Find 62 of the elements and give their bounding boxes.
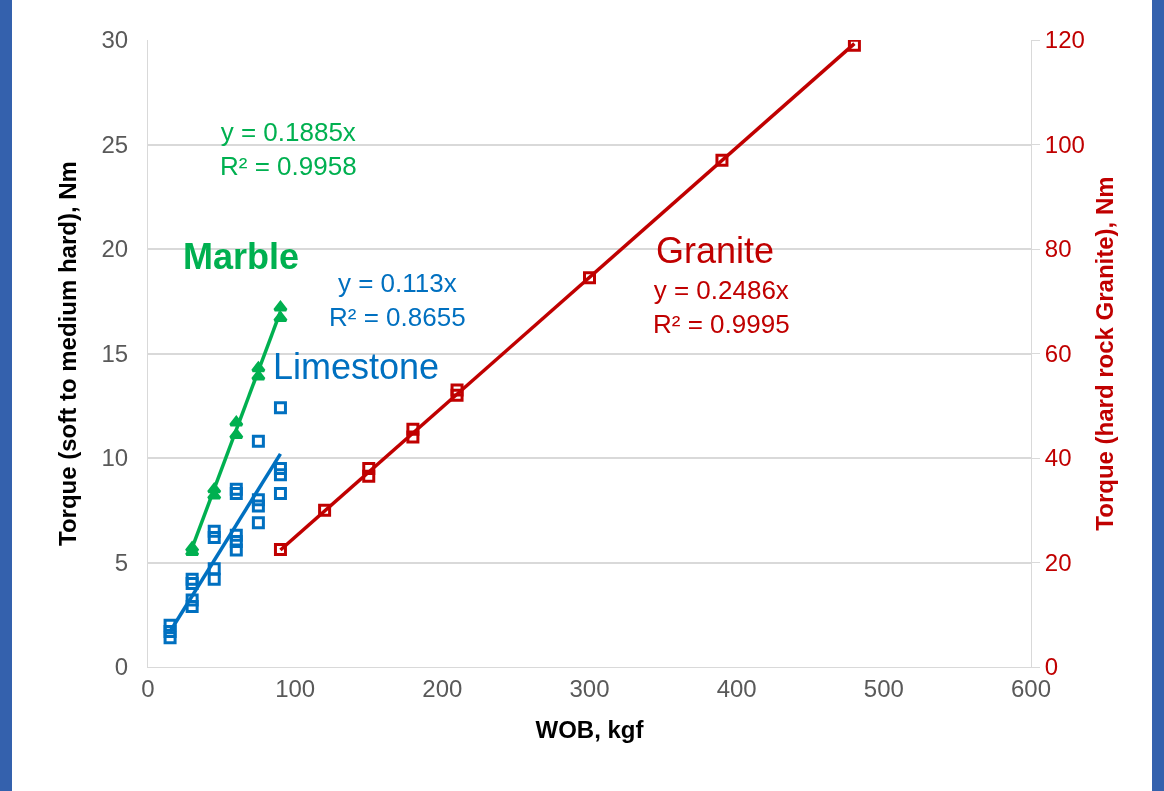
y-tick-label: 25 [101,130,129,158]
point [251,493,265,507]
annotation: y = 0.113x R² = 0.8655 [329,268,466,332]
y2-axis-title: Torque (hard rock Granite), Nm [1091,176,1119,531]
point [450,388,464,402]
y-tick-label: 15 [101,339,129,367]
point [318,503,332,517]
point [229,528,243,542]
y-tick-label: 10 [101,444,129,472]
y-axis-title: Torque (soft to medium hard), Nm [53,161,81,546]
x-tick-label: 0 [141,674,155,702]
y2-tick-label: 120 [1044,26,1085,54]
point [207,524,221,538]
annotation: y = 0.2486x R² = 0.9995 [653,275,790,339]
y-tick-label: 0 [114,653,129,681]
annotation: y = 0.1885x R² = 0.9958 [220,117,357,181]
point [207,562,221,576]
point [406,422,420,436]
point [229,543,243,557]
point [362,461,376,475]
point [185,599,199,613]
point [273,461,287,475]
point [229,487,243,501]
y-tick-label: 20 [101,235,129,263]
point [406,430,420,444]
x-tick-label: 200 [422,674,463,702]
point [450,383,464,397]
series-label: Limestone [273,346,440,387]
point [362,469,376,483]
x-tick-label: 400 [716,674,757,702]
point [273,301,288,312]
y2-tick-label: 40 [1044,444,1072,472]
point [163,631,177,645]
point [273,401,287,415]
y2-tick-label: 60 [1044,339,1072,367]
y-tick-label: 30 [101,26,129,54]
point [583,271,596,285]
y-tick-label: 5 [114,548,129,576]
point [207,530,221,544]
series-label: Marble [183,236,300,277]
point [251,516,265,530]
point [251,499,265,513]
x-axis-title: WOB, kgf [535,716,645,744]
point [273,468,287,482]
point [251,434,265,448]
point [185,593,199,607]
point [185,576,199,590]
series-label: Granite [656,230,775,271]
x-tick-label: 300 [569,674,610,702]
point [185,572,199,586]
point [229,482,243,496]
y2-tick-label: 100 [1044,130,1085,158]
point [847,40,861,52]
x-tick-label: 100 [275,674,316,702]
point [163,618,177,632]
x-tick-label: 500 [863,674,904,702]
point [715,153,729,167]
point [273,487,287,501]
point [207,572,221,586]
y2-tick-label: 80 [1044,235,1072,263]
y2-tick-label: 20 [1044,548,1072,576]
point [273,542,287,556]
